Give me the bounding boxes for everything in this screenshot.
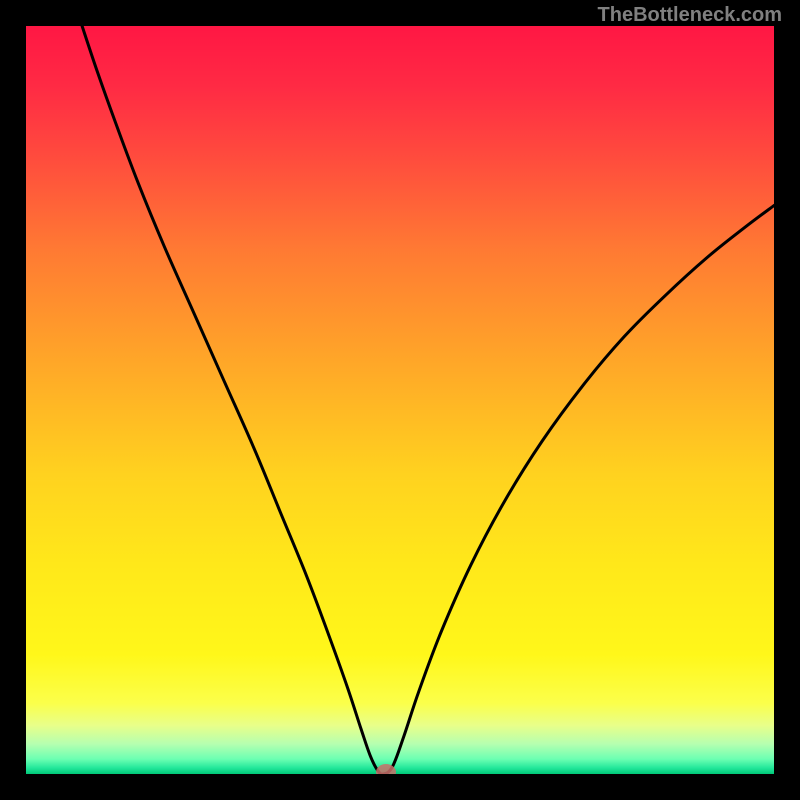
bottleneck-curve	[82, 26, 774, 774]
plot-area	[26, 26, 774, 774]
watermark-text: TheBottleneck.com	[598, 4, 782, 27]
curve-layer	[26, 26, 774, 774]
apex-marker	[376, 764, 396, 774]
